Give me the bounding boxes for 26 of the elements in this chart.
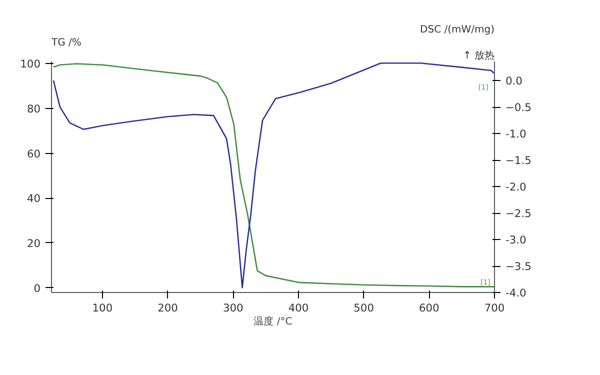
y-tick-label: 100 (20, 58, 41, 71)
x-tick-label: 700 (484, 302, 505, 314)
x-tick-label: 300 (222, 302, 244, 314)
y-tick-label: 60 (26, 147, 41, 160)
x-tick-label: 100 (92, 302, 113, 314)
y2-tick-label: -2.0 (506, 180, 527, 194)
x-tick-label: 200 (158, 302, 178, 314)
y-tick-label: 80 (26, 102, 41, 116)
annotation: ↑ 放热 (462, 50, 495, 62)
y-axis-title: TG /% (50, 38, 82, 48)
y2-tick-label: -1.0 (506, 128, 527, 141)
y2-tick-label: −3.5 (506, 260, 532, 274)
y-tick-label: 20 (26, 236, 41, 250)
y2-tick-label: −2.5 (506, 207, 532, 220)
x-tick-label: 400 (288, 302, 309, 314)
y-tick-label: 0 (34, 282, 41, 295)
y2-tick-label: -4.0 (506, 286, 527, 300)
x-tick-label: 500 (354, 302, 374, 314)
x-tick-label: 600 (418, 302, 440, 314)
x-axis-title: 温度 /°C (254, 316, 292, 328)
y2-tick-label: 0.0 (506, 74, 523, 88)
y2-tick-label: −0.5 (506, 101, 532, 114)
y-tick-label: 40 (26, 192, 41, 206)
y2-axis-title: DSC /(mW/mg) (420, 24, 495, 36)
y2-tick-label: −1.5 (506, 154, 532, 168)
y2-tick-label: -3.0 (506, 234, 527, 247)
